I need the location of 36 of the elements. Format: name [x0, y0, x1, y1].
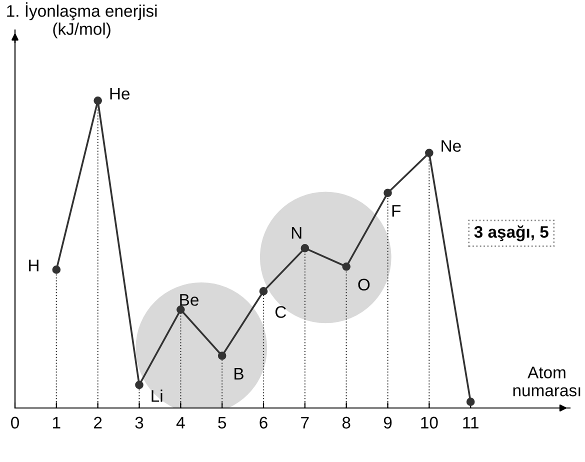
x-tick-label: 11: [463, 416, 478, 428]
annotation: N: [292, 227, 302, 239]
x-tick-label: 6: [260, 416, 268, 429]
x-tick-label: 1: [53, 416, 60, 428]
x-tick-label: 4: [176, 416, 185, 428]
x-tick-label: 5: [218, 416, 226, 429]
annotation: B: [234, 368, 244, 380]
x-tick-label: 9: [384, 416, 392, 429]
annotation: H: [29, 260, 38, 272]
x-tick-label: 0: [11, 416, 19, 429]
annotation: He: [110, 88, 130, 100]
point: [52, 266, 61, 274]
x-tick-label: 7: [301, 416, 309, 428]
point: [135, 380, 144, 390]
annotation: C: [275, 306, 286, 318]
x-tick-label: 3: [135, 416, 144, 429]
point: [259, 287, 268, 296]
x-tick-label: 8: [342, 416, 350, 429]
annotation: Ne: [442, 140, 461, 152]
x-tick-label: 10: [421, 416, 438, 429]
point: [466, 398, 475, 406]
point: [342, 262, 351, 271]
x-tick-label: 2: [94, 416, 102, 428]
point: [384, 188, 392, 198]
annotation: O: [358, 278, 370, 291]
annotation: 3 aşağı, 5: [474, 225, 548, 242]
point: [300, 244, 310, 252]
point: [425, 148, 434, 158]
point: [94, 96, 102, 105]
annotation: Be: [180, 294, 198, 306]
annotation: Li: [152, 390, 162, 402]
x-axis-title: Atom numarası: [513, 366, 580, 396]
point: [176, 305, 185, 314]
point: [218, 352, 226, 360]
y-axis-title: 1. İyonlaşma enerjisi (kJ/mol): [7, 2, 157, 38]
annotation: F: [392, 205, 401, 217]
